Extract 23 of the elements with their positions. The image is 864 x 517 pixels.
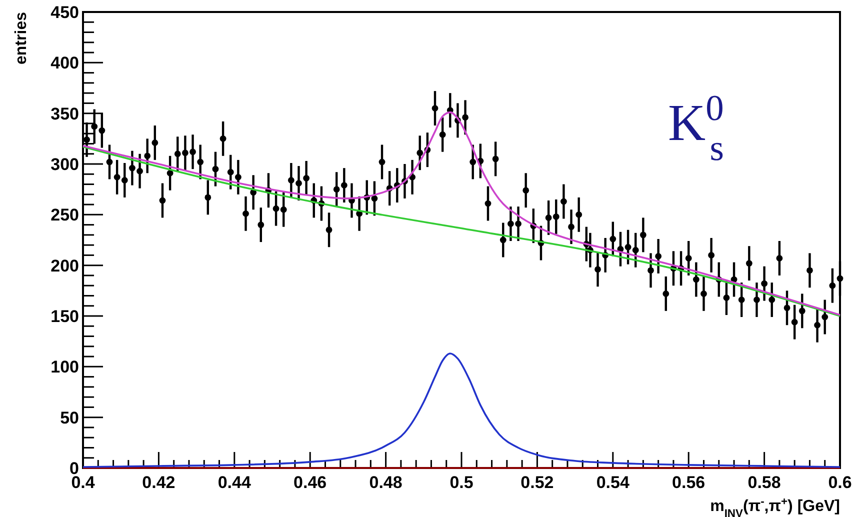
x-tick-label: 0.4: [71, 473, 96, 492]
y-tick-label: 50: [60, 408, 79, 428]
x-axis-title: m$_{INV}$(π$^{-}$,π$^{+}$) [GeV]: [710, 496, 840, 517]
x-tick-label: 0.44: [218, 473, 252, 492]
y-tick-label: 250: [50, 206, 79, 225]
y-tick-label: 400: [50, 54, 79, 73]
y-tick-label: 150: [50, 306, 79, 326]
x-tick-label: 0.6: [828, 473, 852, 492]
y-tick-label: 100: [50, 358, 79, 377]
y-tick-label: 450: [50, 2, 79, 22]
y-axis-title: entries: [13, 12, 30, 64]
x-tick-label: 0.48: [369, 473, 402, 492]
x-tick-label: 0.52: [520, 473, 554, 492]
y-tick-label: 200: [50, 256, 79, 276]
x-tick-label: 0.56: [672, 473, 706, 492]
x-tick-label: 0.46: [294, 473, 327, 492]
x-tick-label: 0.58: [748, 473, 781, 492]
y-tick-label: 300: [50, 154, 79, 174]
x-tick-label: 0.54: [596, 473, 630, 492]
x-tick-label: 0.42: [142, 473, 176, 492]
y-tick-label: 350: [50, 104, 79, 124]
x-tick-label: 0.5: [450, 473, 474, 492]
line-series: [82, 352, 841, 468]
